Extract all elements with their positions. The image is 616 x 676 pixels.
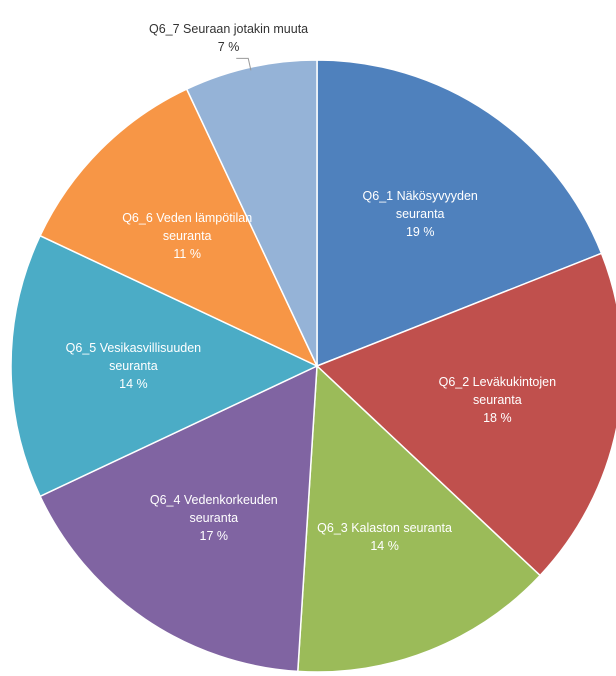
category-label: Q6_2 Leväkukintojen seuranta (438, 375, 557, 408)
value-label: 19 % (405, 225, 435, 240)
leader-line (236, 57, 252, 71)
pie-slice (10, 234, 319, 498)
value-label: 18 % (483, 411, 512, 426)
category-label: Q6_1 Näkösyvyyden seuranta (362, 189, 478, 222)
slice-label: Q6_1 Näkösyvyyden seuranta 19 % (350, 187, 490, 241)
value-label: 14 % (370, 538, 399, 553)
value-label: 7 % (217, 39, 240, 54)
slice-label: Q6_6 Veden lämpötilan seuranta 11 % (117, 209, 257, 263)
value-label: 14 % (119, 377, 148, 391)
slice-label: Q6_2 Leväkukintojen seuranta 18 % (427, 373, 567, 427)
category-label: Q6_6 Veden lämpötilan seuranta (122, 211, 253, 244)
pie-slice (39, 364, 318, 673)
pie-slice (296, 364, 542, 673)
value-label: 17 % (199, 528, 229, 543)
slice-label: Q6_5 Vesikasvillisuuden seuranta 14 % (63, 339, 203, 393)
category-label: Q6_5 Vesikasvillisuuden seuranta (65, 341, 202, 373)
category-label: Q6_4 Vedenkorkeuden seuranta (149, 492, 278, 525)
slice-label: Q6_3 Kalaston seuranta 14 % (315, 519, 455, 555)
pie-slice (316, 59, 603, 368)
pie-slice (315, 252, 616, 577)
pie-slice (39, 88, 319, 368)
category-label: Q6_7 Seuraan jotakin muuta (148, 21, 309, 36)
slice-label: Q6_4 Vedenkorkeuden seuranta 17 % (144, 491, 284, 545)
slice-label: Q6_7 Seuraan jotakin muuta 7 % (139, 20, 319, 56)
value-label: 11 % (173, 247, 201, 262)
category-label: Q6_3 Kalaston seuranta (317, 520, 452, 535)
